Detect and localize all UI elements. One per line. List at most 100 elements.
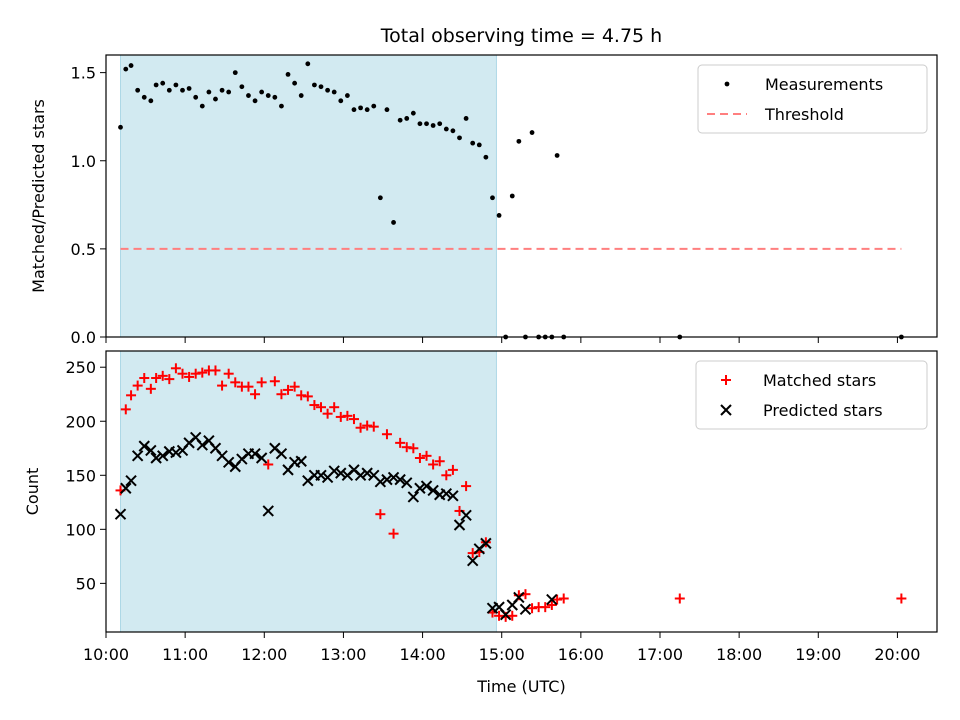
ratio-legend-box xyxy=(697,64,928,134)
measurement-point xyxy=(153,82,159,88)
count-y-tick-label: 250 xyxy=(65,358,96,377)
matched-star-point xyxy=(302,391,313,402)
matched-star-point xyxy=(289,381,300,392)
legend-x-marker xyxy=(720,404,732,416)
ratio-y-axis-label: Matched/Predicted stars xyxy=(29,99,48,293)
matched-star-point xyxy=(197,367,208,378)
predicted-star-point xyxy=(440,487,453,500)
matched-star-point xyxy=(164,374,175,385)
legend-matched-label: Matched stars xyxy=(763,371,876,390)
ratio-y-tick-label: 1.0 xyxy=(71,152,96,171)
matched-star-point xyxy=(335,411,346,422)
measurement-point xyxy=(219,87,225,93)
measurement-point xyxy=(226,89,232,95)
matched-star-point xyxy=(441,470,452,481)
measurement-point xyxy=(312,82,317,88)
matched-star-point xyxy=(184,371,195,382)
x-tick-label: 13:00 xyxy=(320,645,366,664)
predicted-star-point xyxy=(222,456,235,469)
x-tick-label: 16:00 xyxy=(558,645,604,664)
measurement-point xyxy=(384,107,390,113)
measurement-point xyxy=(160,80,166,86)
matched-star-point xyxy=(348,414,359,425)
matched-star-point xyxy=(126,390,137,401)
measurement-point xyxy=(424,121,429,127)
measurement-point xyxy=(259,89,265,95)
measurement-point xyxy=(232,70,238,76)
measurement-point xyxy=(186,86,192,91)
predicted-star-point xyxy=(255,452,268,464)
matched-star-point xyxy=(250,389,261,400)
predicted-star-point xyxy=(145,444,157,457)
x-tick-label: 14:00 xyxy=(400,645,446,664)
measurement-point xyxy=(496,212,502,218)
matched-star-point xyxy=(401,442,412,453)
matched-star-point xyxy=(120,404,131,415)
matched-star-point xyxy=(362,420,373,431)
matched-star-point xyxy=(132,380,143,391)
predicted-star-point xyxy=(315,469,327,481)
predicted-star-point xyxy=(354,469,367,481)
x-tick-label: 20:00 xyxy=(874,645,920,664)
predicted-star-point xyxy=(466,554,479,567)
predicted-star-point xyxy=(499,609,512,621)
predicted-star-point xyxy=(157,450,169,462)
matched-star-point xyxy=(381,429,392,440)
predicted-star-point xyxy=(519,603,532,616)
x-tick-label: 12:00 xyxy=(241,645,287,664)
measurement-point xyxy=(135,87,141,93)
measurement-point xyxy=(325,87,330,93)
count-y-tick-label: 100 xyxy=(65,520,96,539)
matched-star-point xyxy=(230,377,241,388)
measurement-point xyxy=(364,107,370,113)
ratio-legend: Measurements Threshold xyxy=(697,64,928,134)
matched-star-point xyxy=(368,421,379,432)
matched-star-point xyxy=(276,389,287,400)
measurement-point xyxy=(377,195,383,201)
measurement-point xyxy=(391,220,396,225)
predicted-star-point xyxy=(295,455,307,467)
legend-predicted-symbol xyxy=(720,404,732,416)
predicted-star-point xyxy=(114,508,127,520)
measurement-point xyxy=(252,98,258,104)
measurement-point xyxy=(279,103,284,109)
legend-measurements-label: Measurements xyxy=(765,75,883,94)
matched-star-point xyxy=(408,443,419,454)
predicted-star-point xyxy=(120,482,132,494)
x-tick-label: 10:00 xyxy=(83,645,129,664)
measurement-point xyxy=(292,80,298,86)
measurement-point xyxy=(463,116,469,121)
measurement-point xyxy=(450,128,456,134)
measurement-point xyxy=(437,121,443,127)
predicted-star-point xyxy=(420,480,433,492)
matched-star-point xyxy=(139,373,150,384)
count-points xyxy=(114,363,907,622)
matched-star-point xyxy=(342,410,353,421)
measurement-point xyxy=(397,117,403,123)
matched-star-point xyxy=(269,376,280,387)
predicted-star-point xyxy=(381,473,393,486)
x-tick-label: 15:00 xyxy=(479,645,525,664)
predicted-star-point xyxy=(361,467,373,479)
measurement-point xyxy=(344,93,350,98)
measurement-point xyxy=(305,61,311,67)
measurement-point xyxy=(318,84,324,90)
legend-predicted-label: Predicted stars xyxy=(763,401,883,420)
legend-threshold-label: Threshold xyxy=(764,105,844,124)
matched-star-point xyxy=(421,450,432,461)
matched-star-point xyxy=(217,380,228,391)
matched-star-point xyxy=(447,464,458,475)
predicted-star-point xyxy=(427,484,439,497)
matched-star-point xyxy=(322,408,333,419)
observing-window-shade xyxy=(120,54,497,338)
matched-star-point xyxy=(243,381,254,392)
chart-title: Total observing time = 4.75 h xyxy=(380,25,662,47)
predicted-star-point xyxy=(480,537,492,550)
matched-star-point xyxy=(434,456,445,467)
predicted-star-point xyxy=(328,465,340,477)
predicted-star-point xyxy=(407,491,420,503)
predicted-star-point xyxy=(249,447,261,460)
measurement-point xyxy=(118,124,123,130)
matched-star-point xyxy=(552,594,563,605)
measurement-point xyxy=(554,153,560,158)
